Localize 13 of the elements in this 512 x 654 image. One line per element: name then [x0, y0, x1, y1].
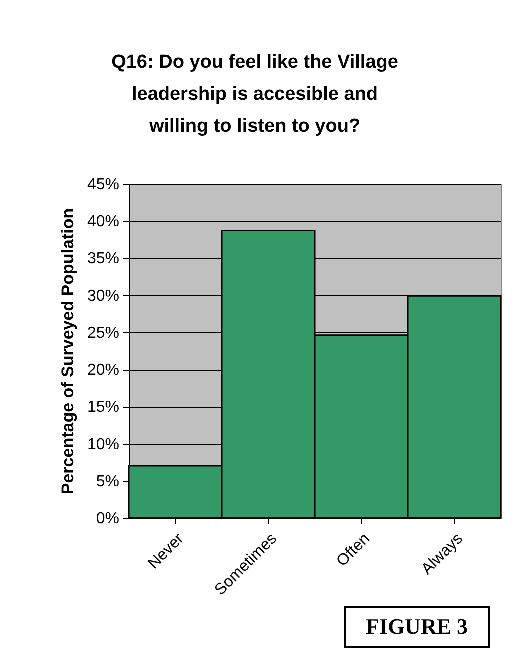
y-tick-label: 45%	[87, 176, 120, 194]
y-tick-label: 25%	[87, 324, 120, 342]
chart-title: Q16: Do you feel like the Village leadership is accesible and willing to listen to you?	[112, 52, 398, 137]
y-tick-label: 15%	[87, 399, 120, 416]
y-tick-label: 40%	[87, 214, 120, 231]
y-axis-title: Percentage of Surveyed Population	[58, 208, 78, 495]
y-tick-label: 10%	[87, 436, 120, 454]
y-tick-label: 20%	[87, 362, 120, 380]
y-tick-label: 35%	[87, 250, 120, 268]
y-tick-label: 0%	[96, 510, 120, 528]
y-tick-label: 5%	[96, 473, 120, 490]
y-tick-label: 30%	[87, 288, 120, 305]
caption: FIGURE 3	[344, 606, 490, 648]
